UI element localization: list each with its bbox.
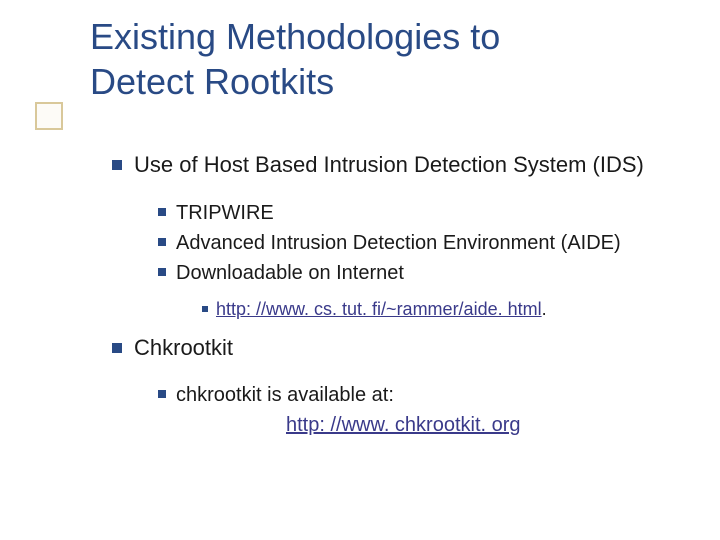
chkrootkit-prefix: chkrootkit is available at: [176,384,394,406]
text-chkrootkit: Chkrootkit [134,333,700,363]
sublist-ids: TRIPWIRE Advanced Intrusion Detection En… [158,198,700,323]
bullet-level2-aide: Advanced Intrusion Detection Environment… [158,228,700,258]
slide-title: Existing Methodologies to Detect Rootkit… [90,14,500,104]
bullet-level1-chkrootkit: Chkrootkit [112,333,700,363]
link-suffix: . [542,299,547,319]
text-aide: Advanced Intrusion Detection Environment… [176,228,700,258]
sublist-chkrootkit: chkrootkit is available at: http: //www.… [158,380,700,440]
sublist-link: http: //www. cs. tut. fi/~rammer/aide. h… [202,296,700,323]
title-line-1: Existing Methodologies to [90,16,500,57]
aide-link[interactable]: http: //www. cs. tut. fi/~rammer/aide. h… [216,299,542,319]
bullet-level2-chkrootkit-available: chkrootkit is available at: http: //www.… [158,380,700,440]
square-bullet-icon [158,208,166,216]
bullet-level2-downloadable: Downloadable on Internet [158,258,700,288]
square-bullet-icon [112,160,122,170]
text-chkrootkit-available: chkrootkit is available at: http: //www.… [176,380,700,440]
bullet-level2-tripwire: TRIPWIRE [158,198,700,228]
text-ids: Use of Host Based Intrusion Detection Sy… [134,150,700,180]
bullet-level1-ids: Use of Host Based Intrusion Detection Sy… [112,150,700,180]
accent-box [35,102,63,130]
title-line-2: Detect Rootkits [90,61,334,102]
square-bullet-icon [202,306,208,312]
text-tripwire: TRIPWIRE [176,198,700,228]
square-bullet-icon [158,390,166,398]
slide-content: Use of Host Based Intrusion Detection Sy… [112,150,700,450]
square-bullet-icon [158,238,166,246]
text-aide-link-wrap: http: //www. cs. tut. fi/~rammer/aide. h… [216,296,700,323]
text-downloadable: Downloadable on Internet [176,258,700,288]
square-bullet-icon [158,268,166,276]
square-bullet-icon [112,343,122,353]
bullet-level3-aide-link: http: //www. cs. tut. fi/~rammer/aide. h… [202,296,700,323]
chkrootkit-link[interactable]: http: //www. chkrootkit. org [286,410,700,440]
